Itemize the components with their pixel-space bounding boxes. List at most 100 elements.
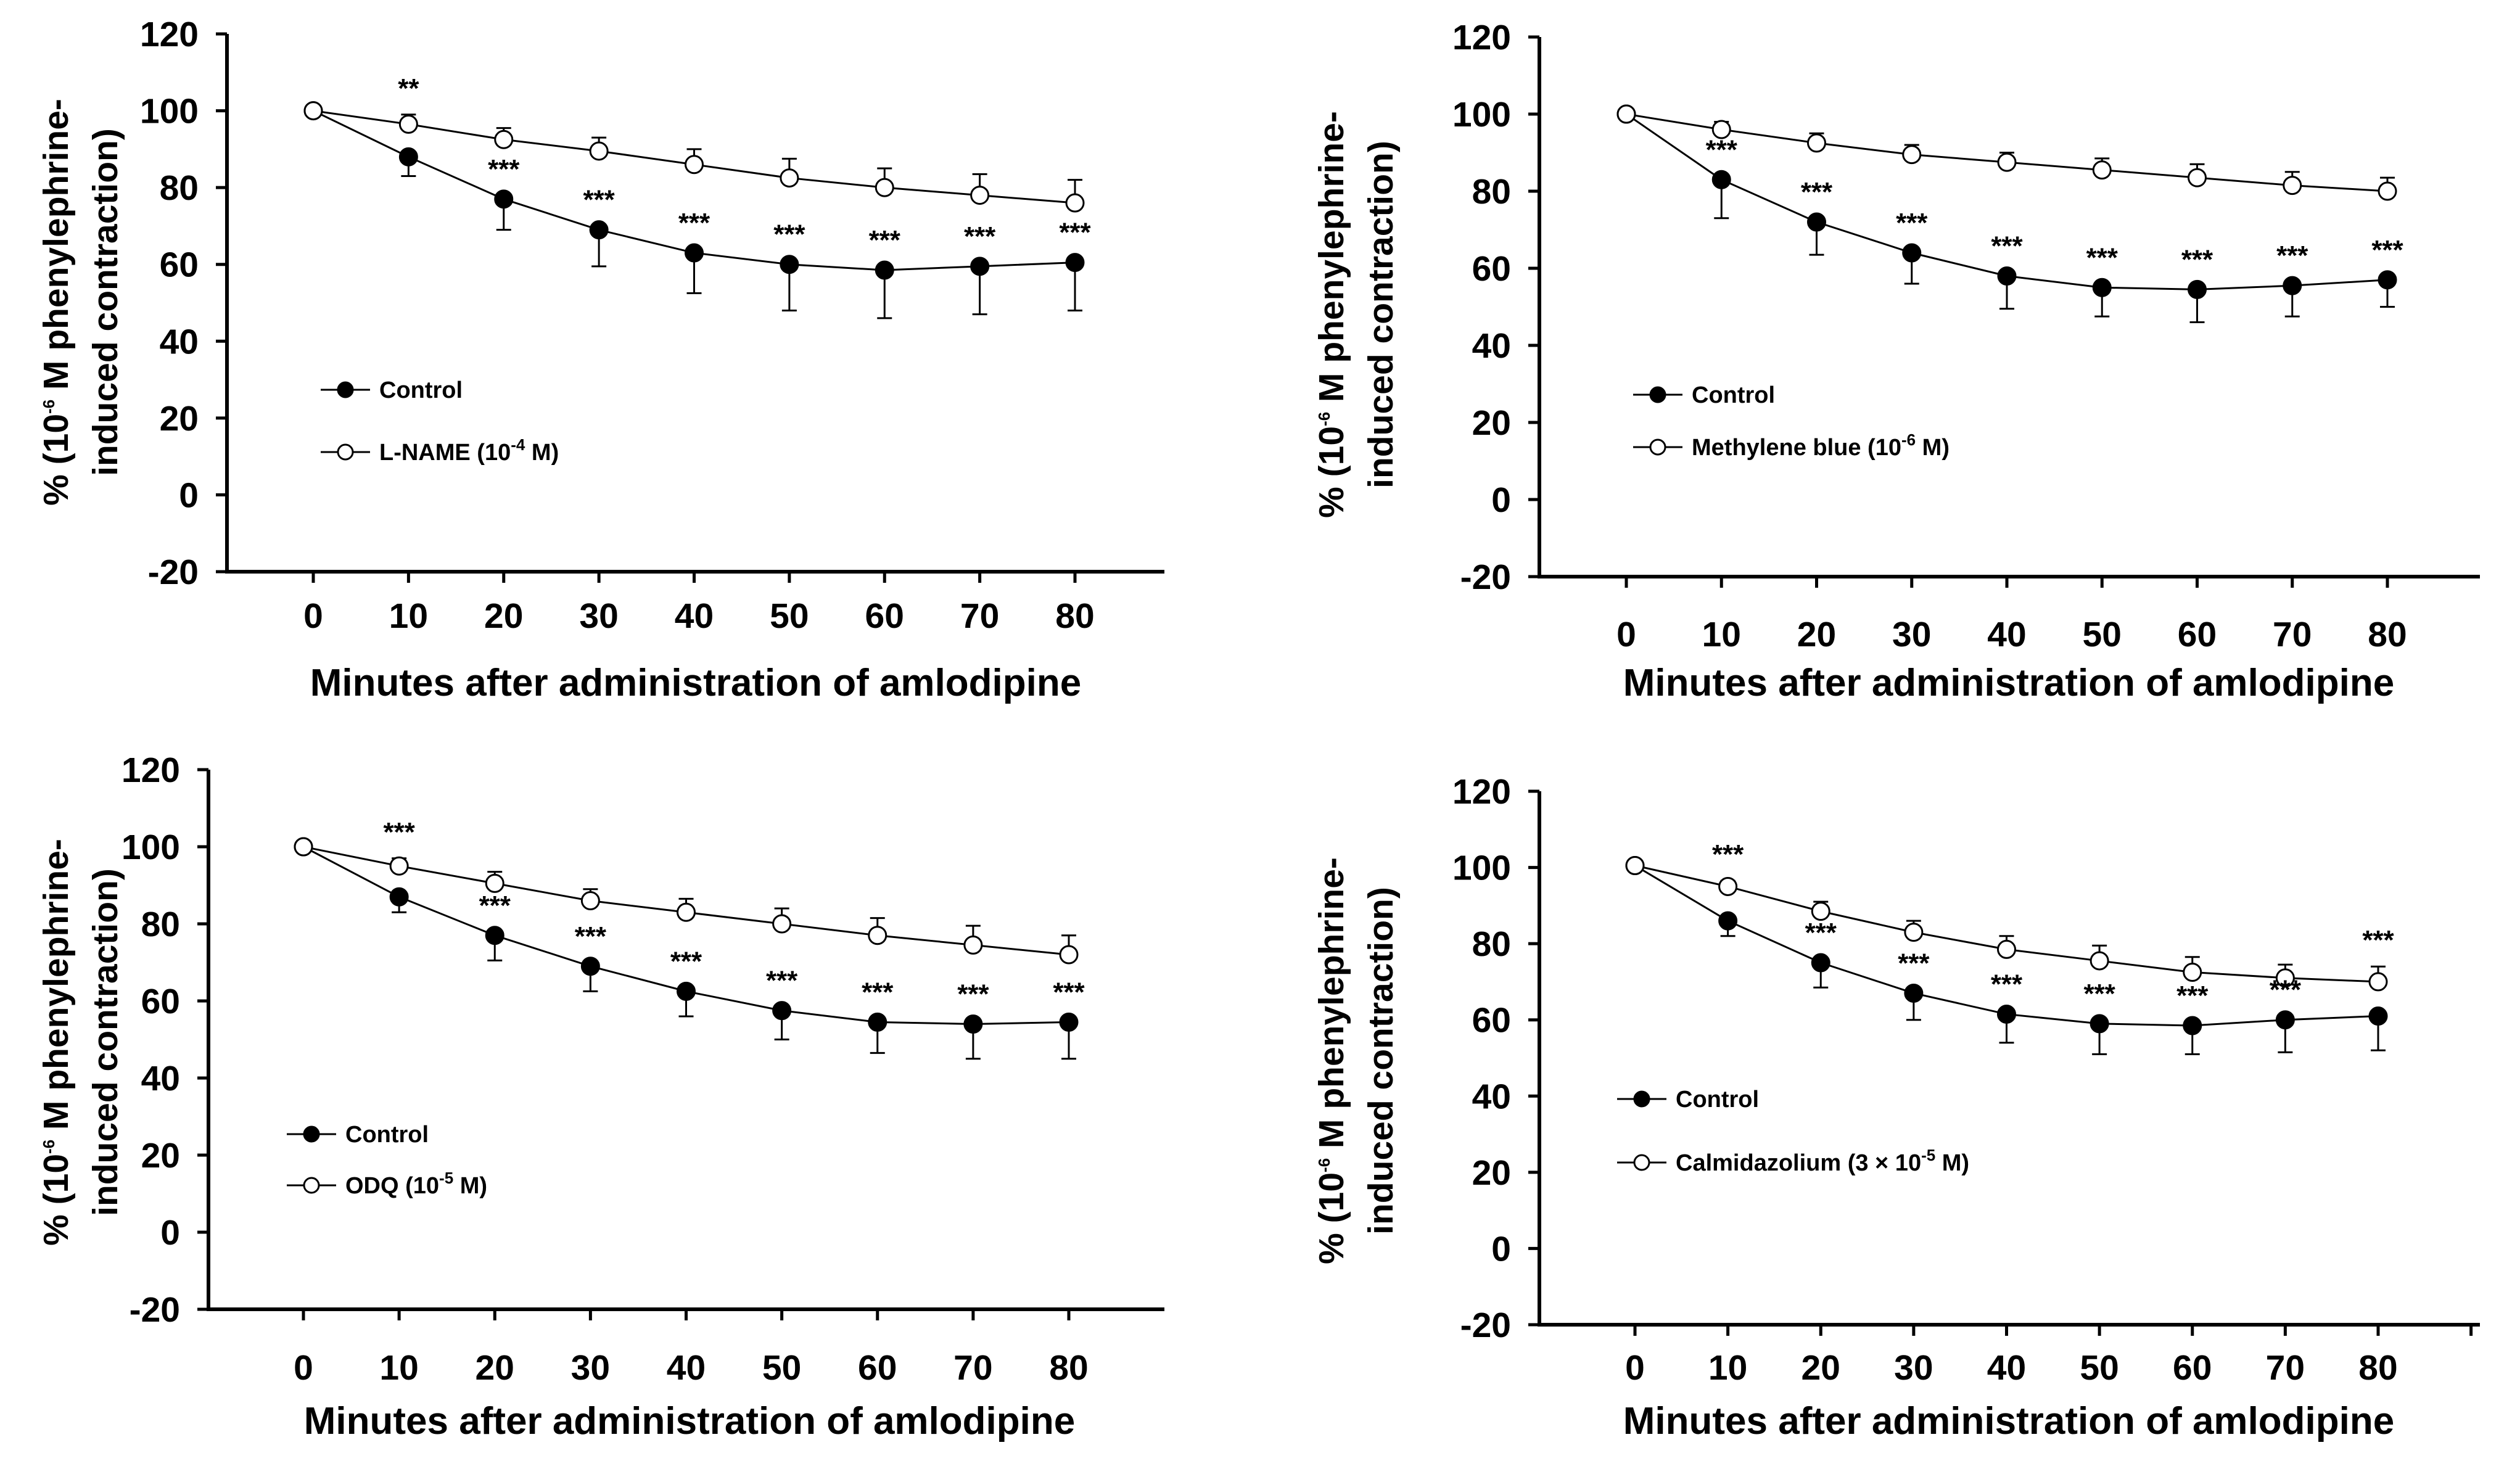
data-point-filled [2188,279,2207,299]
significance-label: *** [2181,244,2213,274]
data-point-filled [2092,278,2112,297]
legend-marker [1633,1154,1650,1171]
significance-label: *** [1706,134,1738,165]
data-point-open [303,101,323,121]
legend-entry: Calmidazolium (3 × 10-5 M) [1617,1146,1969,1176]
y-tick-label: 60 [1472,249,1511,289]
y-tick-label: -20 [1460,1306,1511,1345]
legend-entry: Control [287,1122,429,1148]
data-point-open [2092,160,2112,180]
significance-label: *** [2362,925,2394,955]
y-tick-label: 80 [160,168,199,208]
data-point-filled [2183,1016,2202,1035]
significance-label: *** [1805,918,1837,948]
y-tick-label: 100 [140,92,199,131]
significance-label: *** [1059,218,1091,248]
legend-marker [337,443,354,461]
significance-label: *** [575,921,607,952]
y-tick-label: 120 [1452,18,1511,57]
data-point-filled [2275,1010,2295,1030]
data-point-filled [1811,953,1830,973]
significance-label: *** [2083,979,2115,1009]
legend-marker [303,1126,320,1143]
significance-label: *** [1991,969,2023,999]
x-tick-label: 50 [762,1348,801,1388]
x-tick-label: 40 [667,1348,706,1388]
y-tick-label: 0 [160,1213,180,1253]
significance-label: *** [964,221,996,252]
data-point-filled [780,255,799,274]
data-point-open [2368,972,2388,992]
x-tick-label: 80 [1049,1348,1088,1388]
series-treatment [294,837,1079,965]
y-tick-label: -20 [1460,558,1511,597]
y-tick-label: 60 [160,245,199,285]
significance-label: *** [678,208,710,238]
x-tick-label: 70 [953,1348,992,1388]
data-point-open [294,837,313,857]
y-tick-label: 100 [121,828,180,867]
legend-entry: ODQ (10-5 M) [287,1169,487,1199]
x-tick-label: 40 [1987,1348,2026,1388]
data-point-filled [1904,983,1924,1003]
data-point-open [2188,168,2207,187]
x-tick-label: 60 [865,596,904,636]
data-point-filled [580,957,600,976]
data-point-filled [398,147,418,167]
y-tick-label: 120 [140,15,199,54]
legend-entry: Control [1617,1087,1759,1113]
x-tick-label: 80 [1055,596,1094,636]
data-point-open [1811,902,1830,921]
y-tick-label: 80 [141,905,180,944]
chart-panel-2: -20 0 20 40 60 80 100 120 0 10 20 30 40 50 60 70 80 Minut… [1312,18,2480,704]
x-tick-label: 80 [2358,1348,2397,1388]
data-point-filled [1718,911,1738,931]
data-point-filled [1065,253,1085,273]
y-axis-label-line2: induced contraction) [86,868,125,1216]
data-point-filled [1902,243,1922,263]
significance-label: *** [773,220,805,250]
x-tick-label: 30 [571,1348,610,1388]
y-tick-label: 0 [179,475,199,515]
x-tick-label: 20 [476,1348,514,1388]
data-point-open [1904,923,1924,942]
series-line [1626,113,2388,290]
significance-label: ** [398,73,419,104]
y-tick-label: 40 [141,1059,180,1098]
data-point-open [494,130,514,149]
legend-entry: Methylene blue (10-6 M) [1633,430,1950,461]
significance-label: *** [2276,241,2308,271]
significance-label: *** [670,946,702,976]
y-axis-label-line2: induced contraction) [1361,141,1401,488]
data-point-open [2183,962,2202,982]
data-point-open [685,155,704,175]
significance-label: *** [1712,839,1744,870]
y-tick-label: 80 [1472,924,1511,964]
y-tick-label: 0 [1491,480,1511,520]
data-point-open [1807,133,1826,153]
data-point-open [2283,176,2302,195]
data-point-open [1065,193,1085,213]
legend-label: Methylene blue (10-6 M) [1692,430,1950,461]
series-line [1634,865,2379,983]
legend-marker [303,1177,320,1194]
series-control [294,837,1079,1060]
significance-label: *** [766,966,798,996]
data-point-open [1059,945,1079,965]
x-tick-label: 10 [1702,615,1741,654]
chart-panel-4: -20 0 20 40 60 80 100 120 0 10 20 30 40 50 60 70 80 Minut… [1312,772,2480,1442]
y-axis-label-line1: % (10-6 M phenylephrine- [1312,111,1351,518]
data-point-open [580,891,600,910]
x-tick-label: 10 [379,1348,418,1388]
legend-marker [1649,438,1666,456]
significance-label: *** [479,891,511,921]
x-tick-label: 40 [1987,615,2026,654]
data-point-open [963,935,983,955]
series-treatment [1616,104,2397,201]
x-axis-label: Minutes after administration of amlodipi… [1623,1400,2394,1442]
data-point-open [1997,939,2016,959]
y-tick-label: -20 [130,1290,180,1330]
chart-panel-1: -20 0 20 40 60 80 100 120 0 10 20 30 40 50 60 70 80 Minut… [36,15,1164,704]
data-point-open [1902,145,1922,165]
y-axis-label-line2: induced contraction) [86,128,125,476]
